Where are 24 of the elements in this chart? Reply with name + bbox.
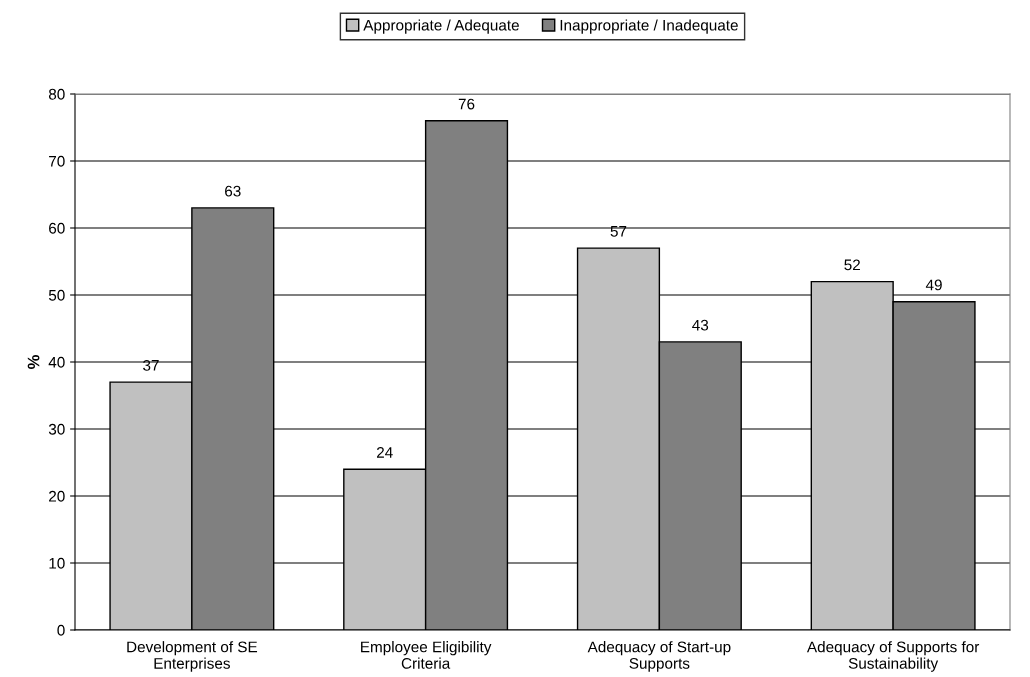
data-label: 24 [376,447,393,458]
y-tick-label: 80 [48,88,65,100]
data-label: 52 [844,259,860,271]
x-tick-label: Adequacy of Start-up Supports [587,641,731,672]
x-tick-label: Development of SE Enterprises [127,641,258,672]
y-axis-title: % [27,355,40,369]
data-label: 63 [225,185,241,197]
data-label: 76 [458,98,475,110]
y-tick-label: 10 [49,557,65,569]
y-tick-label: 40 [48,356,65,368]
data-label: 49 [925,279,942,291]
y-tick-label: 50 [48,289,65,301]
y-tick-label: 30 [48,423,65,435]
x-tick-label: Adequacy of Supports for Sustainability [806,641,980,672]
y-tick-label: 0 [57,624,65,636]
legend-label: Appropriate / Adequate [363,19,519,34]
data-label: 37 [143,359,159,371]
data-label: 57 [610,226,627,237]
legend-label: Inappropriate / Inadequate [560,19,738,34]
data-label: 43 [692,319,709,331]
x-tick-label: Employee Eligibility Criteria [361,641,492,669]
y-tick-label: 60 [49,222,65,234]
y-tick-label: 70 [49,155,65,167]
y-tick-label: 20 [49,490,65,502]
